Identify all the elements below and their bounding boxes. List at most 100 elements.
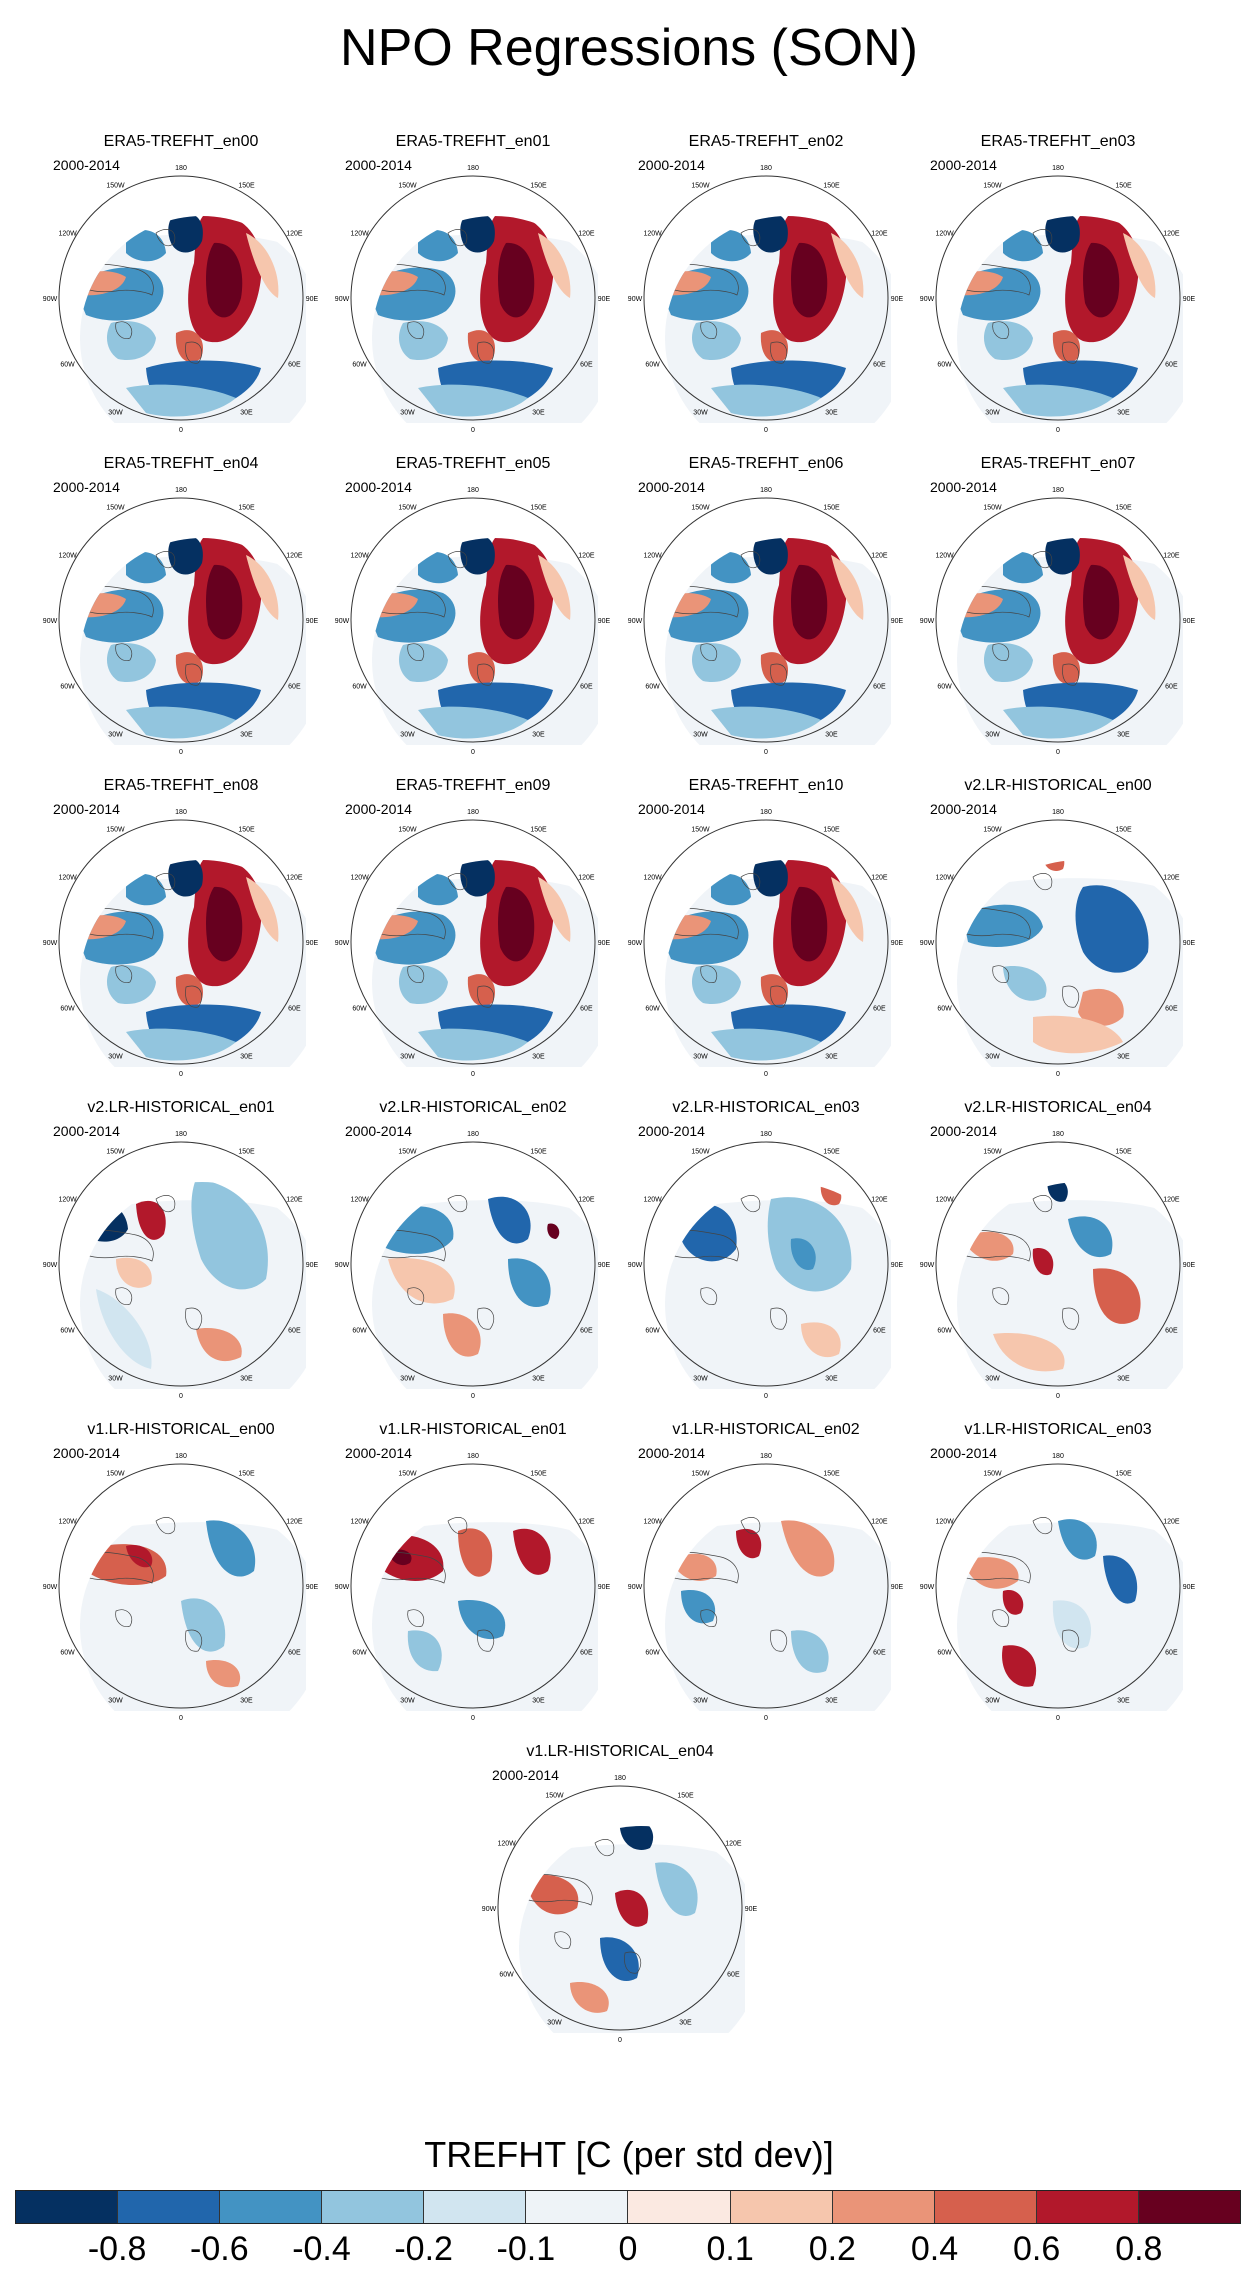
panel-title: v2.LR-HISTORICAL_en04 [964,1099,1152,1116]
coastline [700,321,718,339]
longitude-label: 0 [618,2037,622,2044]
panel-years: 2000-2014 [930,479,997,495]
map-panel: ERA5-TREFHT_en03 2000-2014 180 150E 120E 90E 6… [912,133,1204,434]
longitude-label: 120E [1163,875,1180,882]
longitude-label: 120W [58,1519,77,1526]
coastline [115,965,133,983]
longitude-label: 120E [1163,231,1180,238]
panel-title: v1.LR-HISTORICAL_en00 [87,1421,275,1438]
anomaly-contour [418,706,528,739]
longitude-label: 180 [614,1775,626,1782]
anomaly-contour [1123,555,1156,620]
longitude-label: 60W [60,684,75,691]
longitude-label: 90E [891,296,904,303]
longitude-label: 60E [873,1650,886,1657]
longitude-label: 90E [306,618,319,625]
longitude-label: 120W [350,231,369,238]
longitude-label: 60W [937,1006,952,1013]
panel-title: v1.LR-HISTORICAL_en01 [379,1421,567,1438]
coastline [770,663,788,686]
longitude-label: 90E [306,940,319,947]
longitude-label: 30W [693,1053,708,1060]
map-panel: v2.LR-HISTORICAL_en02 2000-2014 180 150E 120… [327,1099,619,1400]
longitude-label: 90W [920,1584,935,1591]
panel-years: 2000-2014 [53,1123,120,1139]
map-panel: ERA5-TREFHT_en00 2000-2014 180 150E 120E 90E 6… [35,133,327,434]
longitude-label: 180 [467,165,479,172]
anomaly-contour [1103,1555,1138,1604]
longitude-label: 60E [727,1972,740,1979]
longitude-label: 60W [645,1650,660,1657]
map-boundary [643,497,889,743]
longitude-label: 120W [350,1197,369,1204]
longitude-label: 90E [306,1262,319,1269]
longitude-label: 90E [891,1584,904,1591]
longitude-label: 150W [398,1471,417,1478]
longitude-label: 60W [60,1006,75,1013]
longitude-label: 180 [467,1453,479,1460]
anomaly-contour [458,1528,493,1577]
longitude-label: 150E [823,505,840,512]
longitude-label: 180 [175,1131,187,1138]
longitude-label: 30E [240,1375,253,1382]
longitude-label: 30W [400,1053,415,1060]
coastline [372,1551,446,1584]
longitude-label: 120E [1163,1197,1180,1204]
map-boundary [58,1141,304,1387]
coastline [80,907,154,940]
longitude-label: 0 [179,749,183,756]
anomaly-contour [1045,538,1080,575]
anomaly-contour [1083,242,1120,318]
anomaly-contour [1078,988,1124,1027]
coastline [770,985,788,1008]
map-panel: v1.LR-HISTORICAL_en03 2000-2014 180 150E 120… [912,1421,1204,1722]
panel-years: 2000-2014 [345,479,412,495]
map-boundary [643,1141,889,1387]
coastline [700,965,718,983]
longitude-label: 150W [691,183,710,190]
longitude-label: 150E [530,827,547,834]
colorbar-tick: -0.6 [190,2230,249,2268]
longitude-label: 30W [108,731,123,738]
coastline [185,1629,203,1652]
longitude-label: 120W [643,553,662,560]
longitude-label: 30W [108,1697,123,1704]
longitude-label: 30E [825,731,838,738]
longitude-label: 120E [578,553,595,560]
colorbar-segment [118,2191,221,2223]
longitude-label: 30E [532,1697,545,1704]
longitude-label: 150E [238,1149,255,1156]
longitude-label: 150W [983,183,1002,190]
longitude-label: 150W [398,183,417,190]
longitude-label: 180 [760,165,772,172]
longitude-label: 30W [108,1375,123,1382]
coastline [957,585,1031,618]
longitude-label: 120W [350,553,369,560]
polar-map: 180 150E 120E 90E 60E 30E 0 30W 60W 90W 120W 150W [43,1131,319,1400]
anomaly-contour [1093,1268,1141,1324]
anomaly-contour [691,965,741,1005]
longitude-label: 30E [532,731,545,738]
map-boundary [643,1463,889,1709]
coastline [665,585,739,618]
anomaly-contour [126,551,166,584]
coastline [80,263,154,296]
colorbar-segment [526,2191,629,2223]
longitude-label: 60W [352,1650,367,1657]
longitude-label: 120E [871,875,888,882]
anomaly-contour [801,1322,841,1358]
colorbar-tick: 0.2 [808,2230,856,2268]
polar-map: 180 150E 120E 90E 60E 30E 0 30W 60W 90W 120W 150W [335,165,611,434]
map-panel: v1.LR-HISTORICAL_en02 2000-2014 180 150E 120… [620,1421,912,1722]
longitude-label: 60E [1165,1328,1178,1335]
longitude-label: 120E [286,231,303,238]
map-panel: ERA5-TREFHT_en06 2000-2014 180 150E 120E 90E 6… [620,455,912,756]
longitude-label: 150E [530,1149,547,1156]
anomaly-contour [831,233,864,298]
longitude-label: 150E [238,183,255,190]
anomaly-contour [418,873,458,906]
longitude-label: 150W [545,1793,564,1800]
colorbar-segment [16,2191,119,2223]
longitude-label: 150W [691,1149,710,1156]
anomaly-contour [691,643,741,683]
